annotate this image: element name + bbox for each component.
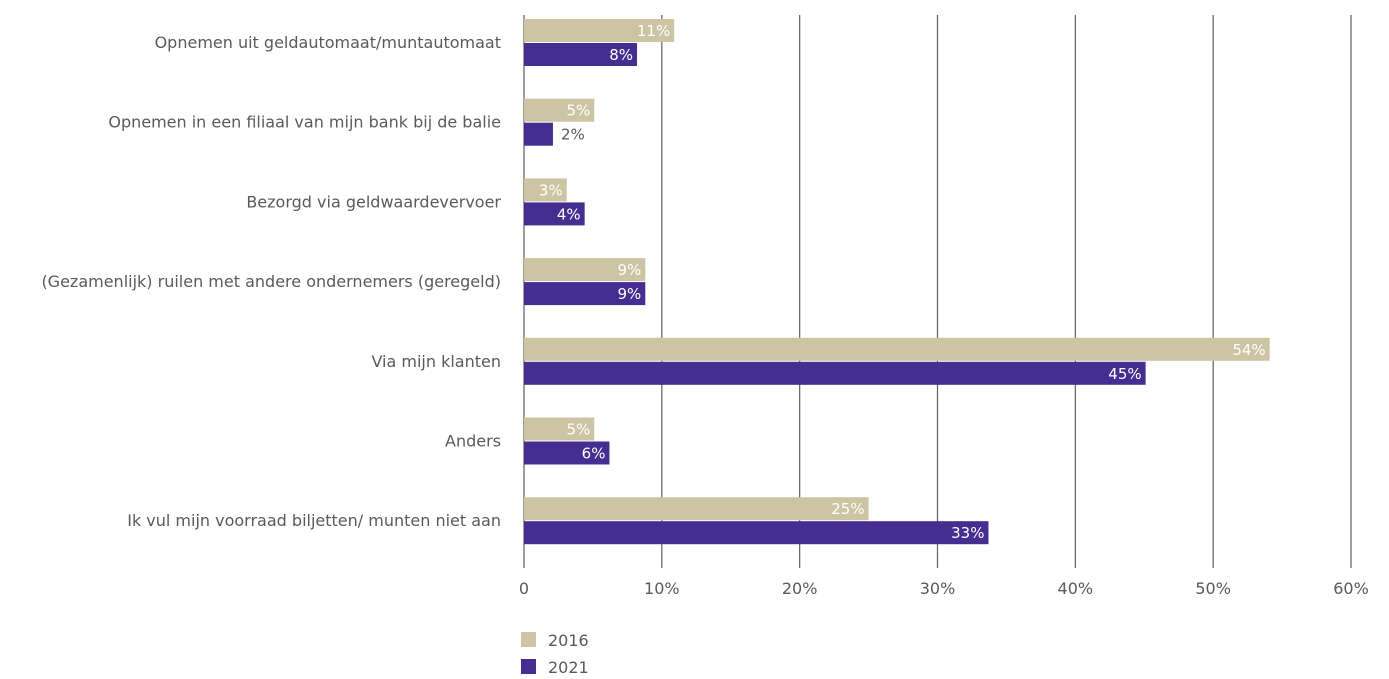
data-label: 45% <box>1108 365 1141 383</box>
x-tick-label: 10% <box>644 579 680 598</box>
gridlines <box>523 15 1352 568</box>
bar-2016 <box>524 337 1270 361</box>
bar-2016 <box>524 178 567 202</box>
x-tick-label: 40% <box>1058 579 1094 598</box>
bar-2016 <box>524 98 595 122</box>
data-label: 9% <box>617 285 641 303</box>
legend-swatch-2016 <box>521 632 536 647</box>
category-label: Ik vul mijn voorraad biljetten/ munten n… <box>127 511 501 530</box>
bar-2016 <box>524 258 646 282</box>
data-label: 8% <box>609 46 633 64</box>
bar-2016 <box>524 497 869 521</box>
data-label: 6% <box>582 445 606 463</box>
data-label: 54% <box>1232 341 1265 359</box>
bar-2016 <box>524 417 595 441</box>
data-label: 5% <box>566 102 590 120</box>
x-tick-label: 50% <box>1195 579 1231 598</box>
legend: 2016 2021 <box>521 631 589 677</box>
bar-2021 <box>524 441 610 465</box>
x-tick-label: 60% <box>1333 579 1369 598</box>
data-label: 4% <box>557 205 581 223</box>
bar-2021 <box>524 521 989 545</box>
bar-2016 <box>524 19 675 42</box>
data-label: 9% <box>617 261 641 279</box>
bar-2021 <box>524 361 1146 385</box>
data-label: 25% <box>831 500 864 518</box>
category-label: Opnemen uit geldautomaat/muntautomaat <box>155 33 501 52</box>
x-tick-label: 20% <box>782 579 818 598</box>
bar-2021 <box>524 122 553 146</box>
legend-label: 2016 <box>548 631 589 650</box>
labels: 0 10% 20% 30% 40% 50% 60% Opnemen uit geldautom… <box>41 22 1368 598</box>
category-label: Via mijn klanten <box>371 352 501 371</box>
category-label: Opnemen in een filiaal van mijn bank bij… <box>108 113 501 132</box>
category-label: (Gezamenlijk) ruilen met andere ondernem… <box>41 272 501 291</box>
data-label: 2% <box>561 126 585 144</box>
legend-swatch-2021 <box>521 659 536 674</box>
data-label: 5% <box>566 421 590 439</box>
bar-2021 <box>524 43 638 66</box>
legend-label: 2021 <box>548 658 589 677</box>
category-label: Anders <box>445 432 501 451</box>
bars <box>524 19 1270 545</box>
bar-2021 <box>524 202 585 226</box>
x-tick-label: 0 <box>519 579 529 598</box>
bar-2021 <box>524 282 646 306</box>
data-label: 3% <box>539 181 563 199</box>
data-label: 11% <box>637 22 670 40</box>
x-tick-label: 30% <box>920 579 956 598</box>
category-label: Bezorgd via geldwaardevervoer <box>246 192 501 211</box>
data-label: 33% <box>951 524 984 542</box>
